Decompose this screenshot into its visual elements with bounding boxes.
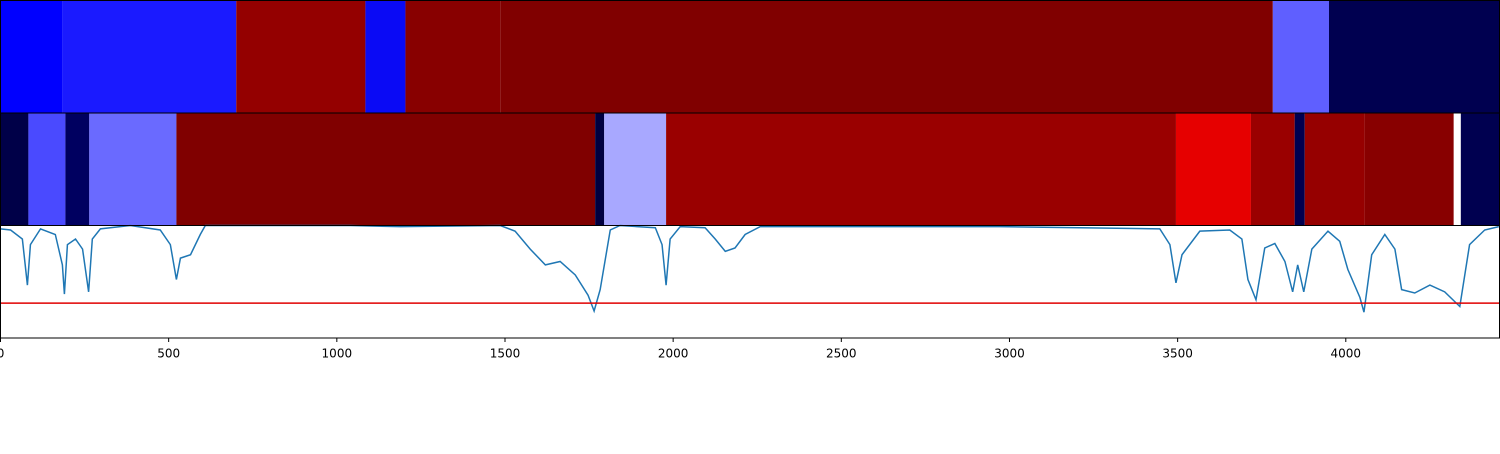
strip-segment [89,113,177,226]
line-series [0,224,1500,314]
x-tick-label: 0 [0,347,4,361]
x-tick-label: 1000 [322,347,353,361]
strip-segment [595,113,605,226]
strip-segment [405,0,501,113]
strip-segment [1304,113,1365,226]
strip-segment [1328,0,1500,113]
strip-segment [0,113,29,226]
strip-segment [65,113,90,226]
strip-segment [236,0,366,113]
strip-segment [1250,113,1295,226]
strip-segment [28,113,66,226]
panel-frame [0,225,1500,339]
strip-segment [1460,113,1500,226]
strip-segment [1453,113,1461,226]
strip-segment [1175,113,1251,226]
strip-segment [1272,0,1329,113]
x-tick-label: 2500 [826,347,857,361]
x-tick-label: 4000 [1331,347,1362,361]
strip-segment [500,0,1273,113]
strip-segment [666,113,1176,226]
strip-segment [604,113,667,226]
strip-segment [62,0,237,113]
strip-segment [0,0,63,113]
strip-segment [1294,113,1305,226]
strip-segment [1364,113,1454,226]
x-tick-label: 500 [157,347,180,361]
x-tick-label: 3000 [994,347,1025,361]
strip-segment [176,113,596,226]
x-tick-label: 3500 [1162,347,1193,361]
x-tick-label: 2000 [658,347,689,361]
strip-segment [365,0,406,113]
x-tick-label: 1500 [490,347,521,361]
